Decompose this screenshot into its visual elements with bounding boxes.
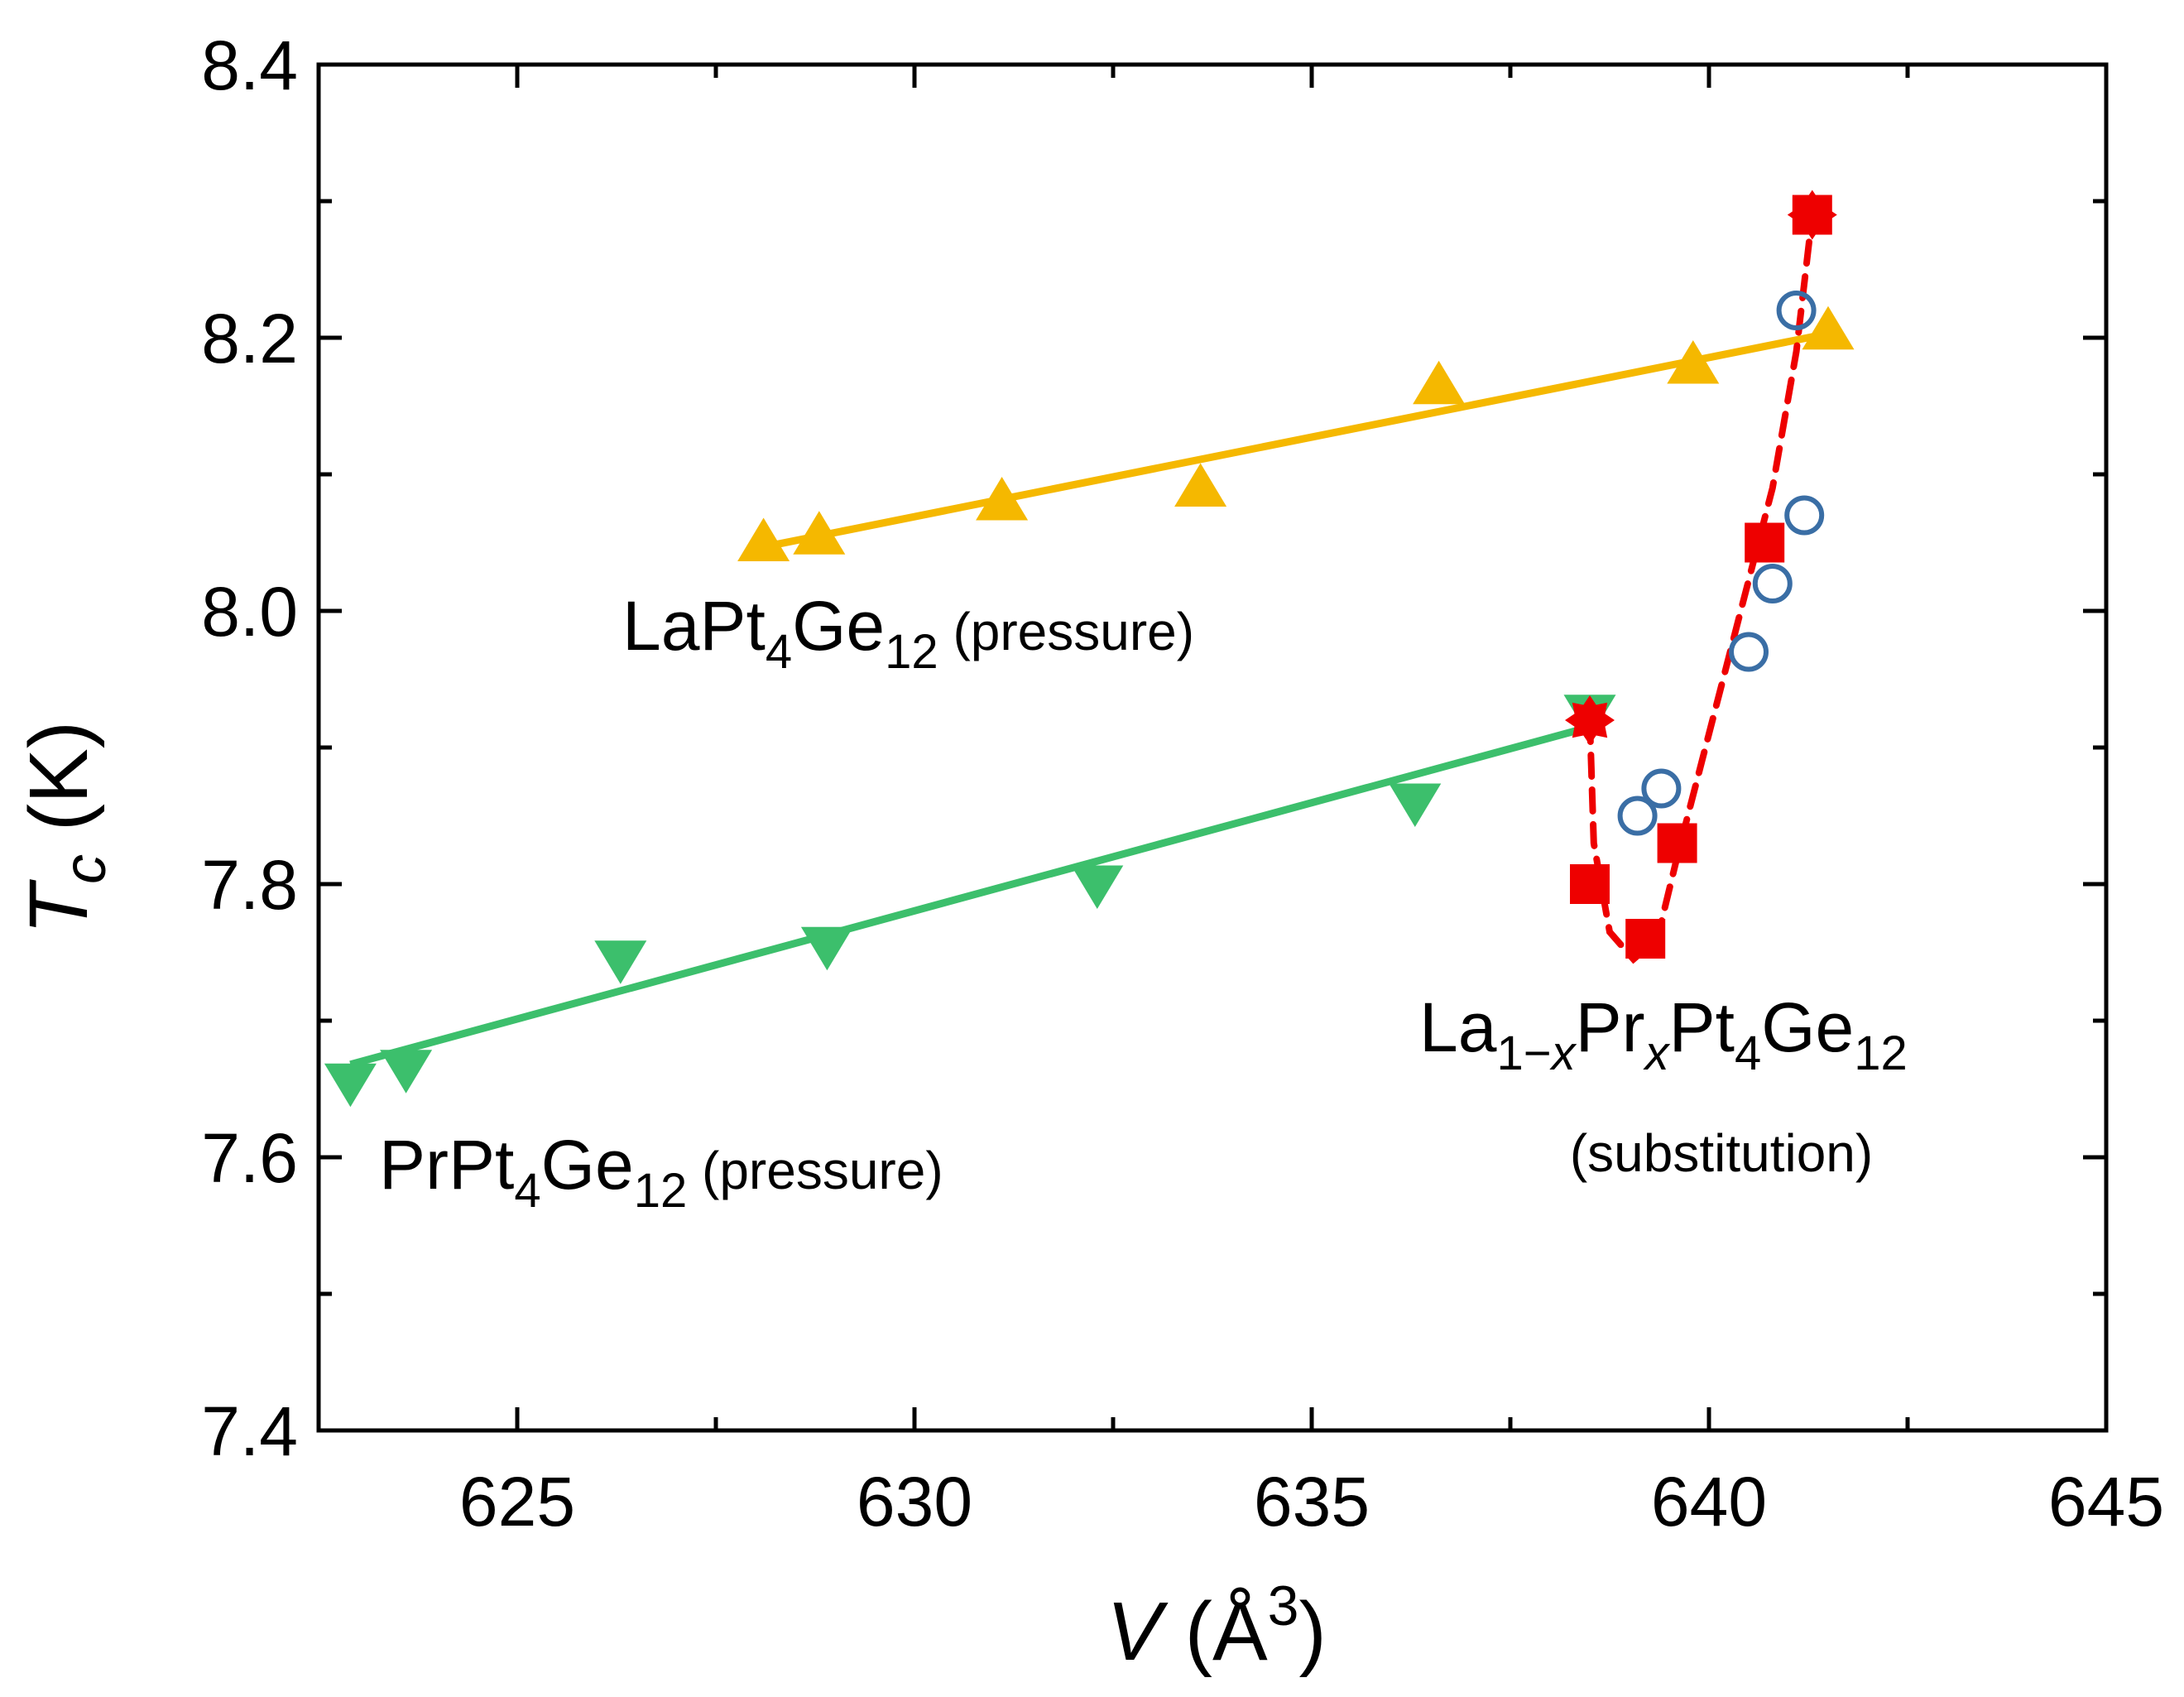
y-tick-label: 7.6 bbox=[201, 1119, 298, 1197]
fit-line bbox=[770, 329, 1829, 550]
annotation-substitution: La1−xPrxPt4Ge12 bbox=[1419, 988, 1908, 1080]
triangle-down-marker bbox=[594, 940, 647, 984]
annotation-prpt4ge12: PrPt4Ge12 (pressure) bbox=[379, 1126, 943, 1218]
triangle-up-marker bbox=[976, 477, 1029, 521]
x-axis-title: V (Å3) bbox=[1106, 1574, 1327, 1678]
x-tick-label: 635 bbox=[1254, 1463, 1370, 1541]
substitution-dashed-line bbox=[1586, 211, 1816, 964]
axes: 625 630 635 640 645 7.4 7.6 7.8 8.0 8.2 8.4 bbox=[201, 26, 2164, 1541]
y-axis-title: Tc (K) bbox=[12, 721, 118, 935]
circle-marker bbox=[1784, 495, 1825, 536]
triangle-up-marker bbox=[737, 517, 790, 561]
circle-marker bbox=[1729, 632, 1769, 672]
x-tick-label: 630 bbox=[857, 1463, 972, 1541]
square-marker bbox=[1570, 864, 1610, 904]
star-marker bbox=[1565, 695, 1615, 745]
circle-marker bbox=[1641, 768, 1682, 809]
star-marker bbox=[1787, 190, 1837, 240]
square-marker bbox=[1657, 823, 1697, 863]
square-marker bbox=[1625, 919, 1666, 959]
y-tick-label: 8.2 bbox=[201, 300, 298, 377]
y-tick-label: 8.0 bbox=[201, 573, 298, 651]
annotation-substitution-line2: (substitution) bbox=[1570, 1123, 1873, 1183]
plot-frame bbox=[316, 62, 2109, 1433]
fit-line bbox=[349, 723, 1591, 1069]
circle-marker bbox=[1776, 291, 1817, 330]
annotation-lapt4ge12: LaPt4Ge12 (pressure) bbox=[622, 587, 1194, 679]
triangle-down-marker bbox=[800, 926, 853, 971]
x-tick-label: 645 bbox=[2048, 1463, 2164, 1541]
triangle-up-marker bbox=[793, 511, 846, 555]
triangle-down-marker bbox=[380, 1050, 433, 1094]
square-marker bbox=[1745, 522, 1785, 563]
x-tick-label: 640 bbox=[1651, 1463, 1767, 1541]
y-tick-label: 8.4 bbox=[201, 26, 298, 104]
triangle-down-marker bbox=[1389, 783, 1442, 827]
y-tick-label: 7.4 bbox=[201, 1392, 298, 1470]
data-markers bbox=[324, 190, 1855, 1108]
triangle-up-marker bbox=[1667, 340, 1720, 384]
triangle-down-marker bbox=[324, 1063, 377, 1108]
circle-marker bbox=[1617, 796, 1658, 836]
circle-marker bbox=[1752, 564, 1793, 603]
substitution-guide bbox=[1586, 211, 1816, 964]
triangle-up-marker bbox=[1174, 463, 1227, 507]
x-tick-label: 625 bbox=[459, 1463, 575, 1541]
triangle-down-marker bbox=[1071, 865, 1124, 909]
triangle-up-marker bbox=[1802, 305, 1855, 350]
triangle-up-marker bbox=[1413, 360, 1466, 405]
fit-lines bbox=[349, 329, 1829, 1069]
y-tick-label: 7.8 bbox=[201, 846, 298, 924]
